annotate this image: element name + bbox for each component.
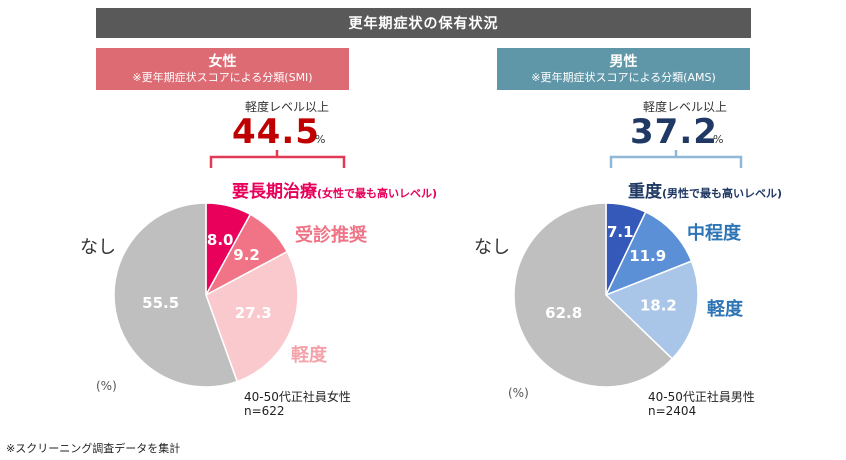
female-percent-sign: % bbox=[315, 133, 326, 146]
female-pie-label-0: 8.0 bbox=[207, 231, 234, 249]
male-pie-label-2: 18.2 bbox=[640, 296, 677, 314]
footnote: ※スクリーニング調査データを集計 bbox=[6, 442, 181, 455]
male-pie-label-1: 11.9 bbox=[629, 247, 666, 265]
male-header: 男性 ※更年期症状スコアによる分類(AMS) bbox=[497, 48, 750, 90]
male-sample-line1: 40-50代正社員男性 bbox=[648, 390, 755, 404]
female-label-mild: 軽度 bbox=[291, 345, 327, 366]
female-pie-label-3: 55.5 bbox=[142, 294, 179, 312]
male-header-title: 男性 bbox=[609, 53, 638, 70]
female-top-category-note: (女性で最も高いレベル) bbox=[317, 187, 438, 200]
male-mild-or-more-value: 37.2 bbox=[630, 112, 718, 152]
female-pie-label-2: 27.3 bbox=[235, 304, 272, 322]
female-pie-chart: 8.09.2 27.3 55.5 bbox=[113, 202, 299, 388]
male-top-category-note: (男性で最も高いレベル) bbox=[662, 187, 783, 200]
female-pie-slice-2 bbox=[205, 250, 299, 383]
male-label-mild: 軽度 bbox=[707, 299, 743, 320]
female-label-mid: 受診推奨 bbox=[295, 225, 367, 246]
female-sample-note: 40-50代正社員女性 n=622 bbox=[244, 390, 351, 418]
chart-title: 更年期症状の保有状況 bbox=[96, 8, 751, 38]
male-mild-or-more-label: 軽度レベル以上 bbox=[643, 100, 728, 114]
female-top-category-label: 要長期治療 bbox=[232, 182, 317, 202]
female-pie-slice-3 bbox=[113, 202, 239, 388]
female-header: 女性 ※更年期症状スコアによる分類(SMI) bbox=[96, 48, 349, 90]
male-pie-label-0: 7.1 bbox=[607, 223, 634, 241]
male-label-none: なし bbox=[474, 237, 510, 258]
female-label-none: なし bbox=[80, 237, 116, 258]
female-top-category: 要長期治療(女性で最も高いレベル) bbox=[232, 177, 437, 202]
female-sample-line2: n=622 bbox=[244, 404, 285, 418]
female-unit-label: (%) bbox=[96, 379, 117, 393]
male-pie-label-3: 62.8 bbox=[545, 304, 582, 322]
male-label-mid: 中程度 bbox=[687, 223, 741, 244]
male-sample-line2: n=2404 bbox=[648, 404, 697, 418]
male-pie-slice-2 bbox=[604, 260, 699, 360]
female-header-title: 女性 bbox=[208, 53, 237, 70]
male-unit-label: (%) bbox=[508, 386, 529, 400]
male-top-category: 重度(男性で最も高いレベル) bbox=[628, 177, 782, 202]
female-header-sub: ※更年期症状スコアによる分類(SMI) bbox=[132, 70, 313, 84]
male-sample-note: 40-50代正社員男性 n=2404 bbox=[648, 390, 755, 418]
female-mild-or-more-label: 軽度レベル以上 bbox=[245, 100, 330, 114]
female-pie-label-1: 9.2 bbox=[233, 246, 260, 264]
male-bracket bbox=[609, 150, 743, 168]
female-mild-or-more-value: 44.5 bbox=[232, 112, 320, 152]
male-pie-slice-3 bbox=[513, 202, 674, 388]
male-percent-sign: % bbox=[713, 133, 724, 146]
female-sample-line1: 40-50代正社員女性 bbox=[244, 390, 351, 404]
male-top-category-label: 重度 bbox=[628, 182, 662, 202]
male-pie-chart: 7.1 11.9 18.2 62.8 bbox=[513, 202, 699, 388]
female-bracket bbox=[209, 150, 346, 168]
male-pie-slice-1 bbox=[604, 211, 693, 297]
male-header-sub: ※更年期症状スコアによる分類(AMS) bbox=[531, 70, 716, 84]
